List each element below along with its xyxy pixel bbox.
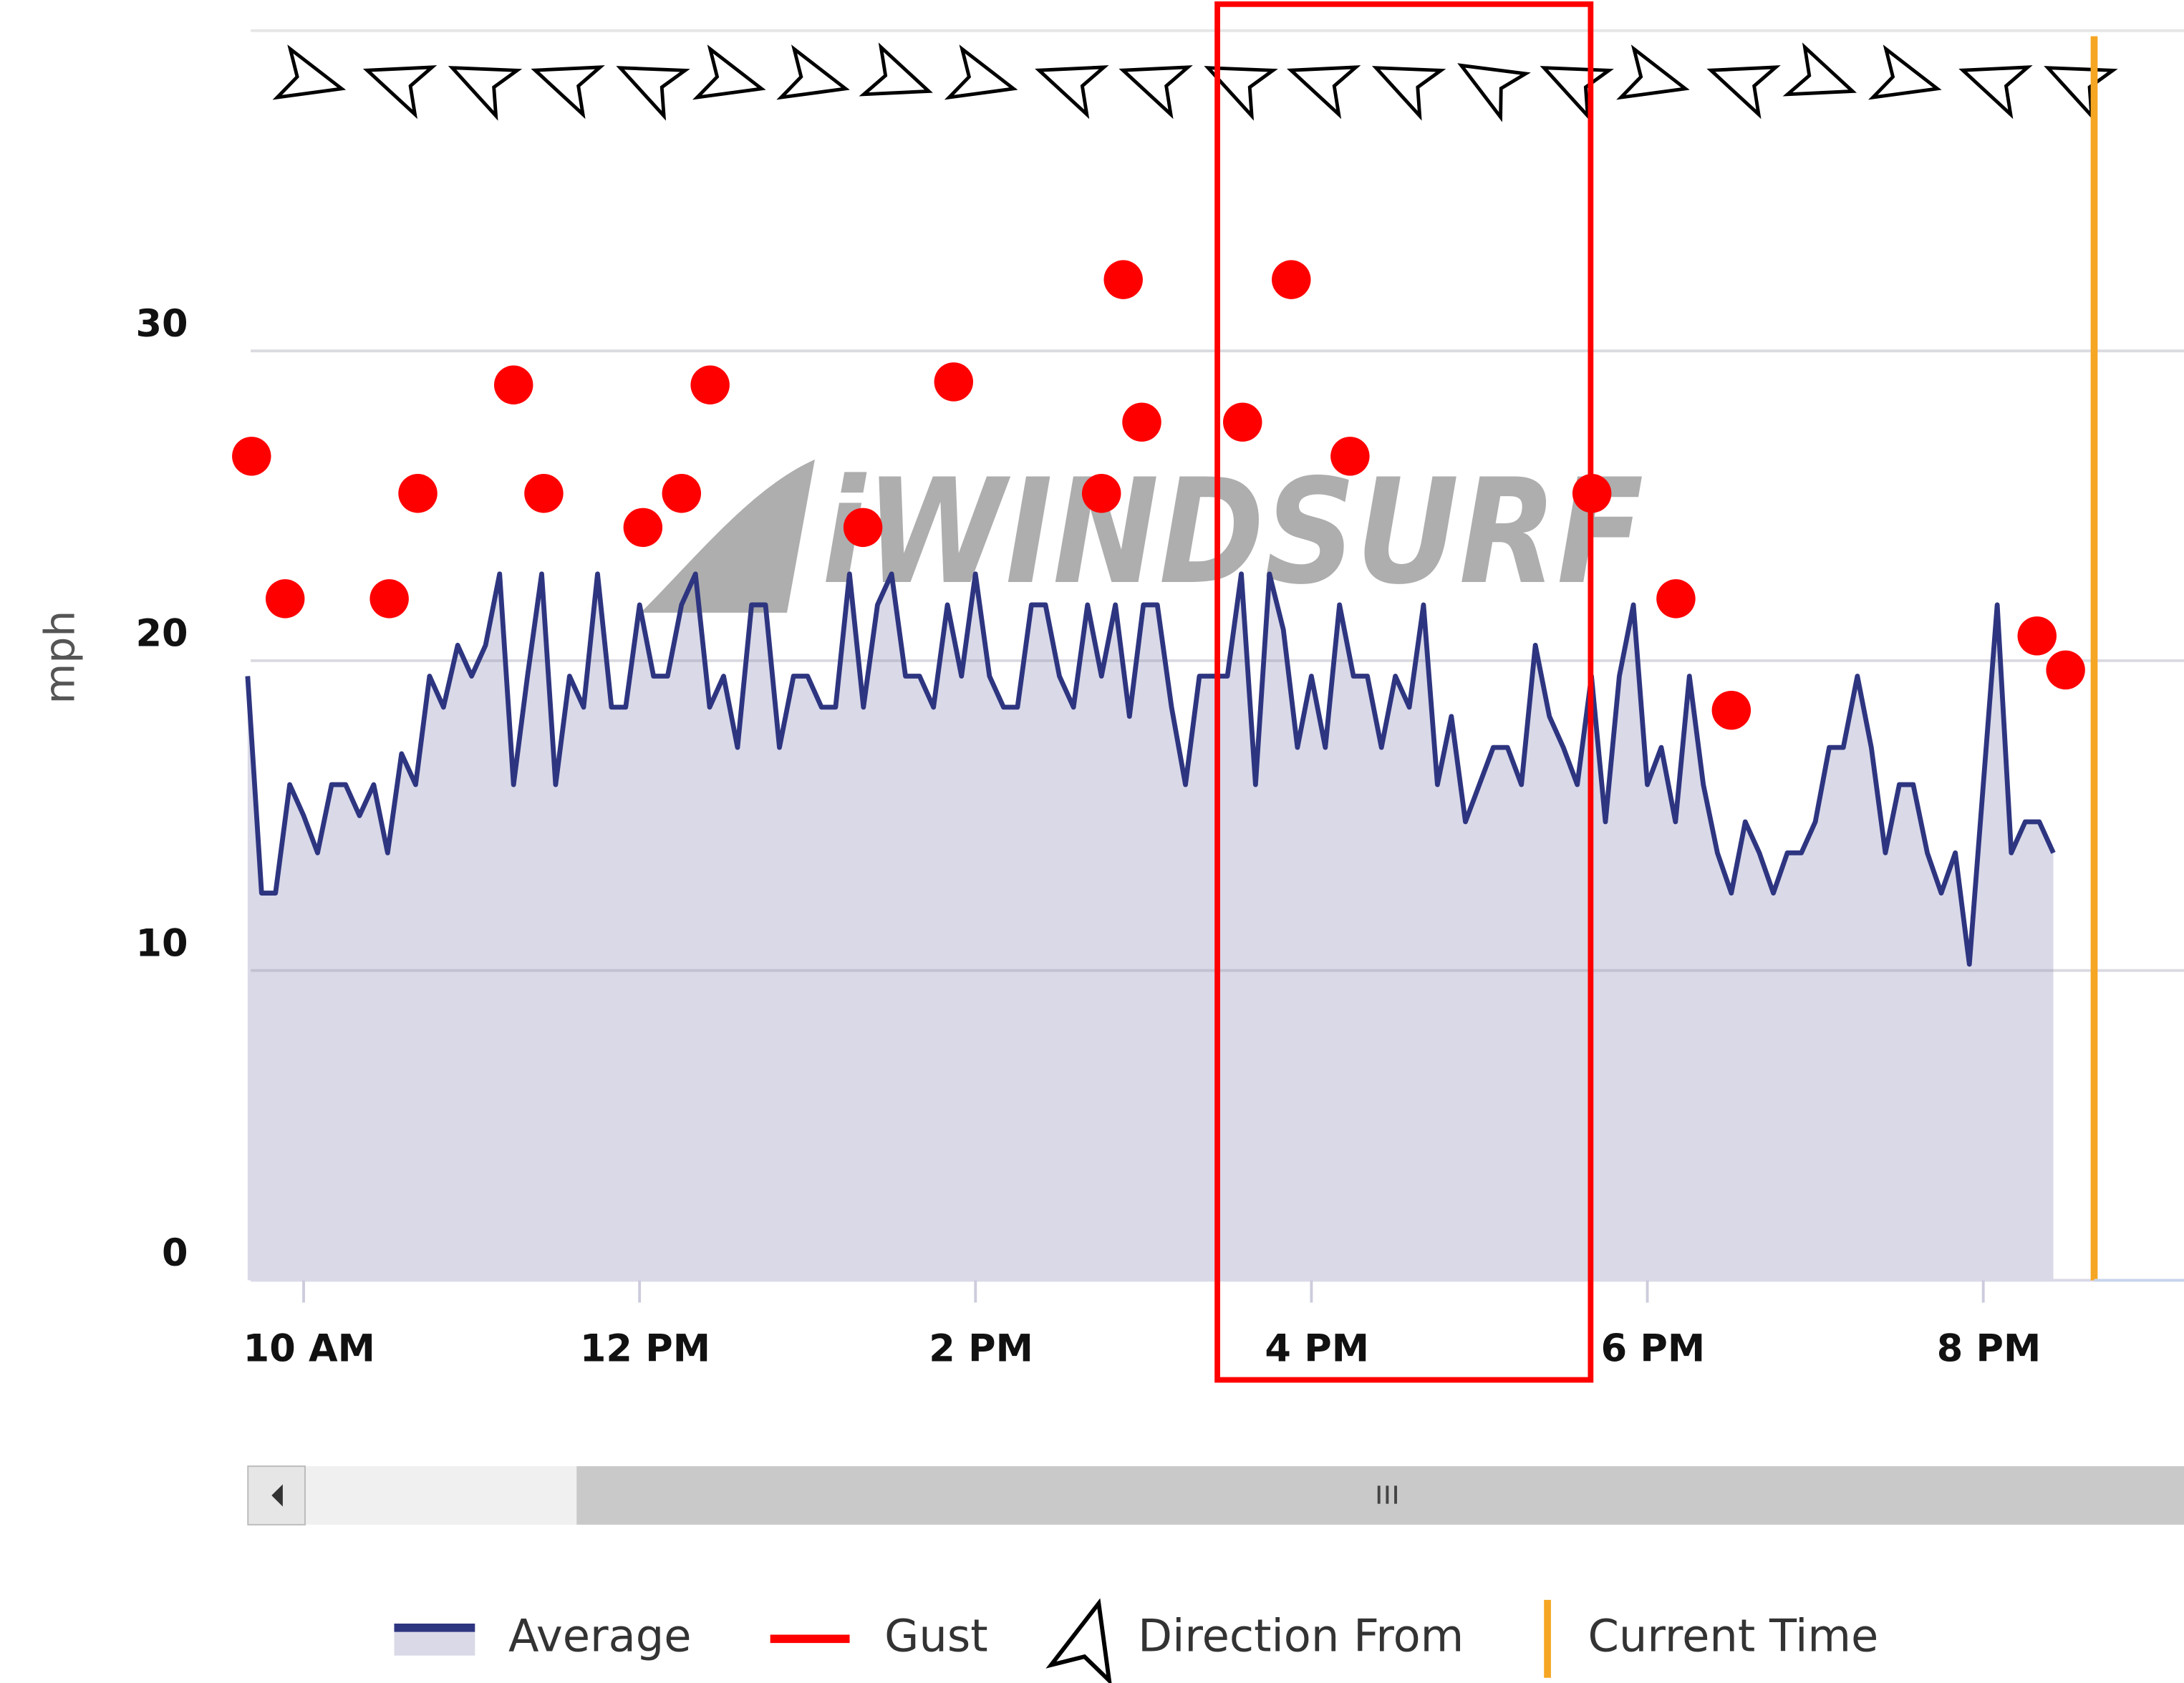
direction-arrow — [944, 44, 1018, 100]
direction-arrow — [272, 44, 347, 100]
direction-arrow — [1371, 66, 1446, 121]
gust-dot — [524, 474, 564, 513]
y-tick-label: 20 — [136, 612, 188, 656]
legend-swatch-direction — [1045, 1598, 1113, 1683]
direction-arrow — [1616, 44, 1690, 100]
highlight-box — [1214, 1, 1594, 1383]
direction-arrow — [859, 42, 933, 97]
scroll-left-arrow — [271, 1484, 283, 1507]
gust-dot — [1711, 690, 1751, 730]
legend-swatch-average-fill — [394, 1627, 475, 1656]
x-tick-label: 2 PM — [929, 1326, 1033, 1370]
y-axis-label: mph — [36, 611, 84, 704]
x-tick-label: 8 PM — [1937, 1326, 2042, 1370]
scroll-grip — [1377, 1485, 1397, 1504]
direction-arrow — [776, 44, 850, 100]
direction-arrow — [1867, 44, 1942, 100]
direction-arrow — [1035, 65, 1109, 120]
x-tick-label: 10 AM — [243, 1326, 375, 1370]
gust-dot — [1223, 402, 1262, 442]
y-tick-label: 10 — [136, 921, 188, 965]
direction-arrow — [1287, 65, 1361, 120]
gust-dot — [2017, 616, 2057, 656]
legend-label: Direction From — [1138, 1609, 1464, 1662]
direction-arrow — [1958, 65, 2033, 120]
y-tick-label: 30 — [136, 302, 188, 346]
direction-arrow — [1204, 66, 1278, 121]
direction-arrow — [1118, 65, 1193, 120]
gust-dot — [398, 474, 438, 513]
legend-label: Average — [508, 1609, 692, 1662]
gust-dot — [1272, 260, 1311, 299]
gust-dot — [1103, 260, 1143, 299]
scrollbar[interactable] — [247, 1465, 2184, 1526]
direction-arrow — [616, 66, 690, 121]
gust-dot — [1081, 474, 1121, 513]
gust-dot — [493, 365, 533, 404]
x-tick-label: 12 PM — [580, 1326, 710, 1370]
direction-arrow — [531, 65, 605, 120]
y-tick-label: 0 — [162, 1231, 188, 1275]
gust-dot — [690, 365, 730, 404]
watermark-fin — [640, 459, 815, 613]
legend-label: Current Time — [1588, 1609, 1878, 1662]
direction-arrow — [1782, 42, 1857, 97]
direction-arrow — [692, 44, 766, 100]
x-tick-label: 4 PM — [1265, 1326, 1369, 1370]
gust-dot — [843, 508, 883, 548]
gust-dot — [2046, 650, 2085, 690]
x-tick-label: 6 PM — [1601, 1326, 1706, 1370]
gust-dot — [232, 437, 271, 476]
line — [245, 571, 2056, 967]
direction-arrow — [362, 65, 438, 120]
direction-arrow — [448, 66, 523, 121]
watermark: iWINDSURF — [822, 447, 1644, 616]
direction-arrow — [1457, 63, 1531, 122]
gust-dot — [1330, 437, 1370, 476]
gust-dot — [934, 362, 974, 402]
legend-label: Gust — [884, 1609, 988, 1662]
direction-arrow — [1706, 65, 1781, 120]
gust-dot — [265, 579, 305, 619]
area — [247, 573, 2054, 1281]
gust-dot — [623, 508, 663, 548]
gust-dot — [1656, 579, 1696, 619]
gust-dot — [1122, 402, 1161, 442]
legend: Average Gust Direction From Current Time — [394, 1598, 1878, 1683]
gust-dot — [369, 579, 409, 619]
gust-dot — [662, 474, 702, 513]
